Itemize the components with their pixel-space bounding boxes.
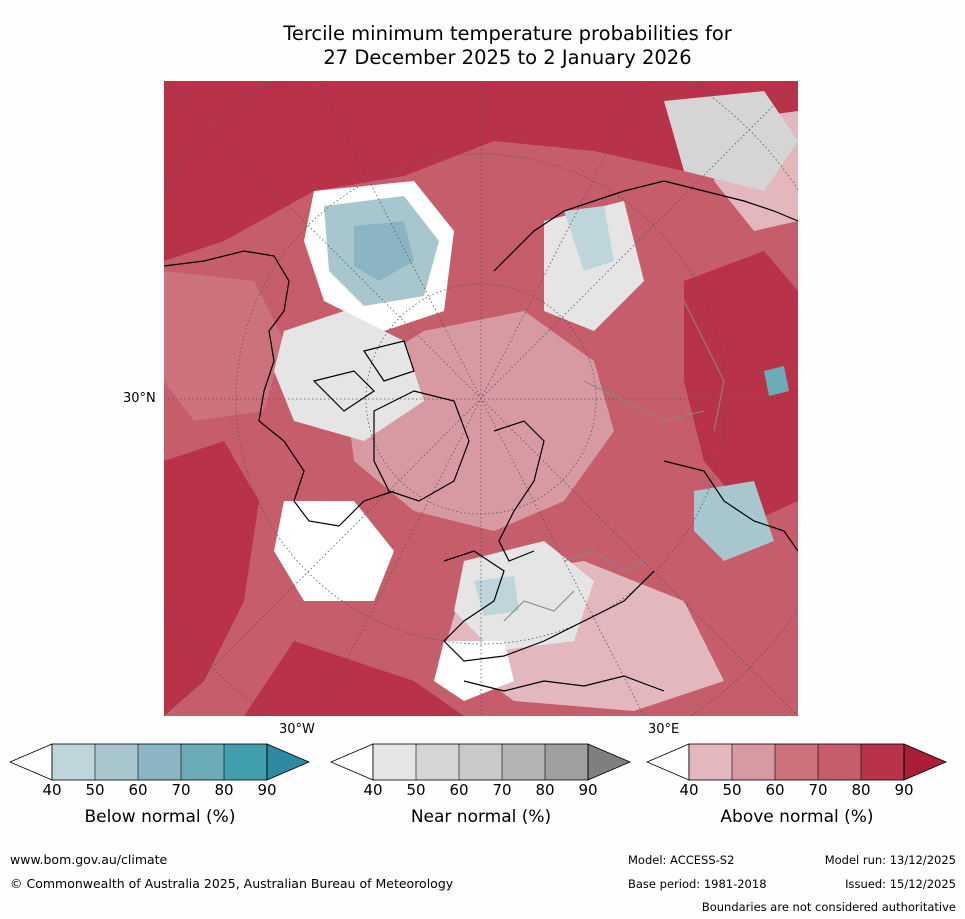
footer-url-link[interactable]: www.bom.gov.au/climate bbox=[10, 852, 168, 867]
colorbar-below-tick-80: 80 bbox=[214, 781, 234, 799]
colorbar-below-segment-70 bbox=[181, 744, 224, 780]
coastline-europe bbox=[443, 550, 655, 662]
below-normal-region-arctic-core bbox=[354, 221, 414, 281]
colorbar-above-tick-60: 60 bbox=[765, 781, 785, 799]
colorbar-above-segment-70 bbox=[818, 744, 861, 780]
colorbar-below-tick-90: 90 bbox=[257, 781, 277, 799]
colorbar-below-graphic bbox=[9, 743, 311, 781]
coastline-asia bbox=[663, 460, 798, 552]
colorbar-above-extension-high bbox=[903, 743, 948, 781]
colorbar-above-segment-50 bbox=[732, 744, 775, 780]
colorbar-below-tick-40: 40 bbox=[42, 781, 62, 799]
coastline-arctic-archipelago bbox=[312, 340, 415, 412]
coastline-greenland bbox=[373, 390, 470, 502]
colorbar-below-segment-50 bbox=[95, 744, 138, 780]
colorbar-below-tick-60: 60 bbox=[128, 781, 148, 799]
probability-map bbox=[164, 81, 798, 716]
country-borders bbox=[503, 300, 725, 622]
footer-model-run: Model run: 13/12/2025 bbox=[824, 853, 956, 867]
coastline-mediterranean bbox=[463, 675, 665, 692]
colorbar-above-segment-60 bbox=[775, 744, 818, 780]
below-normal-region-scandinavia bbox=[564, 206, 614, 271]
colorbar-below-tick-50: 50 bbox=[85, 781, 105, 799]
latitude-label-30n: 30°N bbox=[123, 391, 156, 406]
colorbar-near-graphic bbox=[330, 743, 632, 781]
border-3 bbox=[683, 300, 725, 432]
colorbar-above-tick-40: 40 bbox=[679, 781, 699, 799]
colorbar-above-label: Above normal (%) bbox=[720, 807, 874, 827]
longitude-label-30w: 30°W bbox=[279, 722, 315, 737]
title-line-1: Tercile minimum temperature probabilitie… bbox=[283, 22, 732, 45]
colorbar-below-outline bbox=[51, 743, 268, 781]
border-1 bbox=[583, 380, 705, 422]
below-normal-region-east bbox=[764, 366, 789, 396]
colorbar-above-outline bbox=[688, 743, 905, 781]
map-svg bbox=[164, 81, 798, 716]
coastline-scandinavia bbox=[493, 420, 545, 562]
colorbar-above-normal: 40 50 60 70 80 90 Above normal (%) bbox=[646, 743, 948, 843]
colorbar-above-extension-low bbox=[646, 743, 690, 781]
above-90-region-west bbox=[164, 441, 259, 716]
border-2 bbox=[563, 550, 645, 572]
title-line-2: 27 December 2025 to 2 January 2026 bbox=[323, 46, 692, 69]
colorbar-near-outline bbox=[372, 743, 589, 781]
coastline-north-america bbox=[164, 250, 395, 527]
above-60-region-west bbox=[164, 271, 284, 421]
colorbar-near-extension-high bbox=[587, 743, 632, 781]
colorbar-near-segment-80 bbox=[545, 744, 588, 780]
colorbar-near-label: Near normal (%) bbox=[410, 807, 552, 827]
footer-base-period: Base period: 1981-2018 bbox=[628, 877, 767, 891]
above-90-region-north bbox=[164, 81, 798, 261]
colorbar-near-segment-50 bbox=[416, 744, 459, 780]
colorbar-near-tick-40: 40 bbox=[363, 781, 383, 799]
graticule bbox=[164, 81, 798, 716]
near-normal-region-pole bbox=[274, 311, 424, 441]
below-normal-region-iberia bbox=[474, 576, 519, 616]
colorbar-below-segment-60 bbox=[138, 744, 181, 780]
footer-model: Model: ACCESS-S2 bbox=[628, 853, 735, 867]
meridian-30e bbox=[317, 81, 645, 716]
colorbar-above-tick-70: 70 bbox=[808, 781, 828, 799]
footer-issued: Issued: 15/12/2025 bbox=[845, 877, 956, 891]
chart-title: Tercile minimum temperature probabilitie… bbox=[0, 22, 965, 70]
colorbar-below-tick-70: 70 bbox=[171, 781, 191, 799]
colorbar-near-tick-60: 60 bbox=[449, 781, 469, 799]
colorbar-near-tick-90: 90 bbox=[578, 781, 598, 799]
colorbar-above-segment-80 bbox=[861, 744, 904, 780]
longitude-label-30e: 30°E bbox=[648, 722, 680, 737]
colorbar-near-tick-70: 70 bbox=[492, 781, 512, 799]
footer-copyright: © Commonwealth of Australia 2025, Austra… bbox=[10, 876, 454, 891]
colorbar-below-segment-80 bbox=[224, 744, 267, 780]
colorbar-below-extension-low bbox=[9, 743, 53, 781]
colorbar-near-normal: 40 50 60 70 80 90 Near normal (%) bbox=[330, 743, 632, 843]
colorbar-below-extension-high bbox=[266, 743, 311, 781]
white-region-mediterranean bbox=[434, 641, 514, 701]
colorbar-above-tick-50: 50 bbox=[722, 781, 742, 799]
near-normal-region-europe bbox=[454, 541, 594, 651]
footer-disclaimer: Boundaries are not considered authoritat… bbox=[701, 900, 956, 914]
below-normal-region-asia bbox=[694, 481, 774, 561]
colorbar-below-segment-40 bbox=[52, 744, 95, 780]
colorbar-below-label: Below normal (%) bbox=[84, 807, 236, 827]
colorbar-near-tick-50: 50 bbox=[406, 781, 426, 799]
colorbar-near-segment-70 bbox=[502, 744, 545, 780]
white-region-atlantic bbox=[274, 501, 394, 601]
coastlines bbox=[164, 180, 798, 692]
colorbar-near-segment-40 bbox=[373, 744, 416, 780]
border-4 bbox=[503, 590, 575, 622]
colorbar-near-segment-60 bbox=[459, 744, 502, 780]
colorbar-near-extension-low bbox=[330, 743, 374, 781]
colorbar-above-graphic bbox=[646, 743, 948, 781]
colorbar-below-normal: 40 50 60 70 80 90 Below normal (%) bbox=[9, 743, 311, 843]
colorbar-above-tick-80: 80 bbox=[851, 781, 871, 799]
colorbar-above-segment-40 bbox=[689, 744, 732, 780]
colorbar-near-tick-80: 80 bbox=[535, 781, 555, 799]
above-90-region-south bbox=[244, 641, 464, 716]
coastline-russia bbox=[493, 180, 798, 272]
near-normal-region-northeast bbox=[664, 91, 798, 191]
colorbar-above-tick-90: 90 bbox=[894, 781, 914, 799]
